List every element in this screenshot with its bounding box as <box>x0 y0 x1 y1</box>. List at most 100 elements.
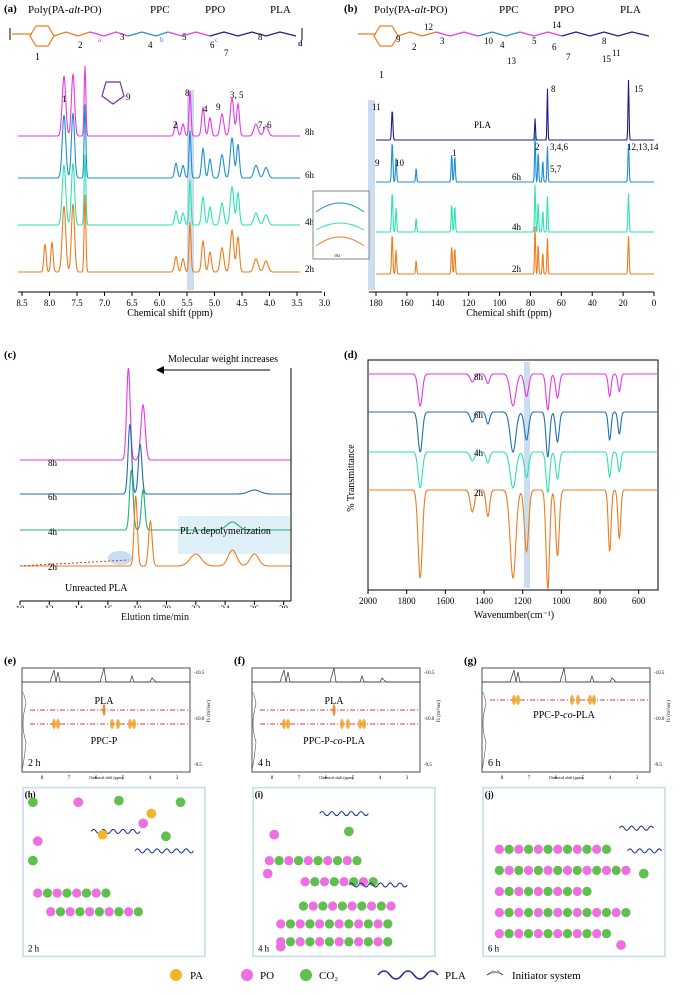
a-xtick: 8.5 <box>16 298 28 308</box>
svg-text:1800: 1800 <box>398 596 417 606</box>
svg-text:2000: 2000 <box>359 596 378 606</box>
svg-text:184: 184 <box>334 253 340 258</box>
svg-text:6h: 6h <box>474 410 484 420</box>
svg-text:-10.5: -10.5 <box>194 671 205 676</box>
b-xtick: 100 <box>493 298 507 308</box>
svg-text:PLA: PLA <box>95 696 115 707</box>
svg-text:2h: 2h <box>474 488 484 498</box>
a-xtick: 4.0 <box>264 298 276 308</box>
svg-text:3,4,6: 3,4,6 <box>550 142 569 152</box>
svg-text:8h: 8h <box>48 458 58 468</box>
svg-text:(e): (e) <box>4 655 17 667</box>
svg-text:7: 7 <box>68 776 71 781</box>
b-xtick: 80 <box>526 298 536 308</box>
svg-text:c: c <box>215 36 218 44</box>
svg-text:PPC-P-co-PLA: PPC-P-co-PLA <box>533 710 595 721</box>
svg-text:12: 12 <box>45 604 54 608</box>
a-xtick: 7.5 <box>71 298 83 308</box>
svg-text:-9.5: -9.5 <box>654 763 662 768</box>
a-xtick: 6.5 <box>126 298 138 308</box>
b-xtick: 120 <box>462 298 476 308</box>
panel-g-dosy: (g) PPC-P-co-PLA 6 h 8 7 6 5 4 3 Chemical shift (… <box>464 655 672 781</box>
svg-text:PLA: PLA <box>445 970 466 982</box>
svg-text:14: 14 <box>74 604 84 608</box>
svg-text:8: 8 <box>41 776 44 781</box>
legend-pla-icon <box>377 970 439 980</box>
svg-text:6: 6 <box>555 776 558 781</box>
svg-text:5: 5 <box>532 36 537 46</box>
svg-text:8: 8 <box>271 776 274 781</box>
svg-text:b: b <box>160 36 164 44</box>
gpc-2h <box>20 495 291 567</box>
svg-text:Molecular weight increases: Molecular weight increases <box>168 354 278 365</box>
spectrum-a-4h <box>18 154 300 226</box>
svg-text:3: 3 <box>440 36 445 46</box>
svg-text:8h: 8h <box>474 372 484 382</box>
svg-text:6: 6 <box>95 776 98 781</box>
header-ppo: PPO <box>205 4 225 16</box>
a-xtick: 6.0 <box>154 298 166 308</box>
svg-text:6 h: 6 h <box>488 758 501 769</box>
svg-text:15: 15 <box>634 84 644 94</box>
svg-text:10: 10 <box>484 36 494 46</box>
panel-i-scheme: (i) 4 h <box>252 786 436 958</box>
svg-text:24: 24 <box>221 604 231 608</box>
svg-text:4 h: 4 h <box>258 758 271 769</box>
svg-text:f1 (m²/sec): f1 (m²/sec) <box>436 700 442 722</box>
svg-text:-10.0: -10.0 <box>654 717 665 722</box>
svg-text:Chemical shift (ppm): Chemical shift (ppm) <box>89 775 124 780</box>
panel-a-nmr-1h: (a) Poly(PA-alt-PO) PPC PPO PLA 1 2 3 4 … <box>4 3 331 319</box>
svg-text:11: 11 <box>612 48 621 58</box>
c-xlabel: Elution time/min <box>120 612 190 623</box>
b-xtick: 140 <box>431 298 445 308</box>
svg-text:6h: 6h <box>512 172 522 182</box>
svg-text:800: 800 <box>593 596 607 606</box>
svg-text:2 h: 2 h <box>28 944 40 954</box>
header-poly: Poly(PA-alt-PO) <box>28 4 102 16</box>
b-xtick: 160 <box>400 298 414 308</box>
svg-text:PA: PA <box>190 970 203 982</box>
svg-text:2 h: 2 h <box>28 758 41 769</box>
svg-text:(g): (g) <box>464 655 477 667</box>
panel-e-dosy: (e) PLA PPC-P 2 h 8 7 6 5 4 3 Chemical shift (ppm)… <box>4 655 212 781</box>
svg-text:4: 4 <box>609 776 612 781</box>
svg-text:(h): (h) <box>25 789 36 799</box>
svg-text:1: 1 <box>379 70 384 81</box>
svg-text:11: 11 <box>372 102 381 112</box>
svg-text:4h: 4h <box>512 222 522 232</box>
ftir-2h <box>368 489 658 591</box>
svg-text:PLA: PLA <box>474 120 492 130</box>
svg-text:Chemical shift (ppm): Chemical shift (ppm) <box>466 308 552 319</box>
struct-num-1: 1 <box>35 52 40 63</box>
peak-label-1: 1 <box>62 94 67 104</box>
svg-text:% Transmittance: % Transmittance <box>346 444 357 512</box>
svg-text:-10.5: -10.5 <box>424 671 435 676</box>
legend-co2-icon <box>300 969 312 981</box>
svg-text:6: 6 <box>325 776 328 781</box>
svg-text:3: 3 <box>120 32 125 42</box>
b-xtick: 60 <box>557 298 567 308</box>
svg-text:(b): (b) <box>344 3 358 15</box>
svg-text:Initiator system: Initiator system <box>512 970 581 982</box>
svg-text:1600: 1600 <box>436 596 455 606</box>
legend-po-icon <box>241 969 253 981</box>
svg-text:5: 5 <box>182 32 187 42</box>
spectrum-a-8h <box>18 65 300 137</box>
svg-text:2: 2 <box>535 142 540 152</box>
svg-text:-10.5: -10.5 <box>654 671 665 676</box>
svg-text:20: 20 <box>162 604 172 608</box>
svg-text:-9.5: -9.5 <box>424 763 432 768</box>
svg-text:Poly(PA-alt-PO): Poly(PA-alt-PO) <box>374 4 448 16</box>
gpc-8h <box>20 367 291 461</box>
spectra-a <box>18 65 300 273</box>
svg-text:4h: 4h <box>305 217 315 227</box>
panel-j-scheme: (j) 6 h <box>482 786 666 958</box>
svg-text:4 h: 4 h <box>258 944 270 954</box>
svg-text:d: d <box>298 39 303 48</box>
ftir-8h <box>368 373 658 411</box>
header-ppc: PPC <box>150 4 170 16</box>
svg-text:-10.0: -10.0 <box>424 717 435 722</box>
svg-text:9: 9 <box>396 34 401 44</box>
svg-text:Chemical shift (ppm): Chemical shift (ppm) <box>549 775 584 780</box>
panel-b-nmr-13c: (b) Poly(PA-alt-PO) PPC PPO PLA 1 2 3 4 … <box>344 3 659 319</box>
